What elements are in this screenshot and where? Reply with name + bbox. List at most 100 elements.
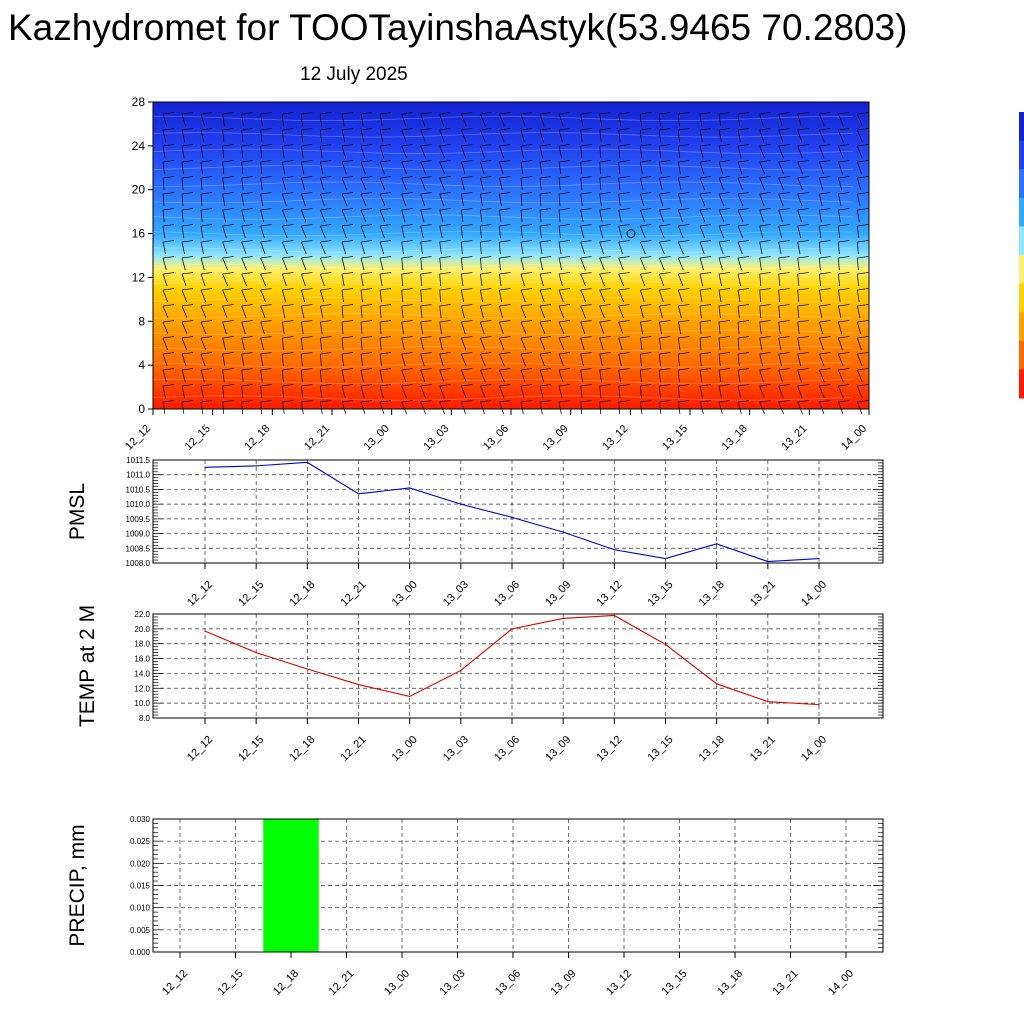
wind-barb — [580, 321, 586, 335]
x-tick-label: 13_18 — [697, 734, 727, 764]
wind-barb — [520, 241, 524, 255]
wind-barb-flag — [360, 368, 373, 371]
wind-barb — [520, 321, 527, 335]
wind-barb — [379, 305, 382, 319]
wind-barb — [618, 289, 625, 303]
wind-barb — [360, 337, 363, 351]
wind-barb-flag — [439, 384, 451, 387]
wind-barb — [241, 225, 246, 239]
x-tick-label: 13_18 — [715, 968, 745, 998]
temp-frame — [152, 613, 884, 719]
wind-barb-flag — [301, 336, 313, 339]
wind-barb — [658, 129, 661, 143]
wind-barb-flag — [778, 384, 790, 387]
wind-barb — [677, 337, 681, 351]
wind-barb-flag — [341, 304, 354, 307]
wind-barb-flag — [618, 112, 630, 115]
wind-barb-flag — [737, 304, 750, 307]
x-tick-label: 13_21 — [779, 423, 809, 453]
wind-barb-flag — [401, 384, 413, 387]
x-tick-label: 13_09 — [543, 579, 573, 609]
wind-barb-flag — [401, 224, 413, 227]
wind-barb-flag — [797, 272, 809, 275]
wind-barb — [658, 273, 665, 287]
wind-barb — [718, 321, 721, 335]
y-tick-label: 16.0 — [134, 655, 150, 664]
y-tick-label: 0.030 — [130, 815, 151, 824]
wind-barb-flag — [241, 384, 253, 387]
wind-barb — [759, 369, 764, 383]
wind-barb-flag — [200, 112, 213, 115]
wind-barb-flag — [838, 400, 850, 403]
wind-barb — [856, 177, 862, 191]
wind-barb — [222, 113, 225, 127]
wind-barb — [797, 369, 802, 383]
wind-barb — [618, 145, 621, 159]
wind-barb — [479, 321, 485, 335]
wind-barb — [520, 177, 523, 191]
wind-barb-flag — [200, 240, 213, 243]
wind-barb — [599, 385, 602, 399]
wind-barb-flag — [819, 144, 831, 147]
wind-barb-flag — [759, 272, 771, 275]
wind-barb-flag — [580, 112, 592, 115]
wind-barb — [420, 177, 426, 191]
wind-barb — [401, 145, 407, 159]
wind-barb — [460, 321, 466, 335]
wind-barb-flag — [260, 320, 272, 323]
contour-line — [152, 280, 854, 286]
wind-barb — [498, 289, 503, 303]
wind-barb-flag — [737, 176, 750, 179]
wind-barb-flag — [480, 320, 492, 323]
contour-line — [152, 148, 854, 154]
wind-barb-flag — [759, 176, 771, 179]
wind-barb — [401, 369, 407, 383]
wind-barb-flag — [241, 352, 253, 355]
wind-barb — [341, 225, 347, 239]
wind-barb — [360, 225, 366, 239]
wind-barb — [778, 289, 781, 303]
wind-barb-flag — [778, 192, 790, 195]
wind-barb-flag — [599, 368, 611, 371]
wind-barb — [222, 305, 228, 319]
wind-barb — [360, 369, 364, 383]
wind-barb — [162, 241, 166, 255]
wind-barb-flag — [580, 208, 592, 211]
wind-barb-flag — [162, 352, 175, 355]
wind-barb-flag — [797, 144, 809, 147]
wind-barb-flag — [241, 320, 253, 323]
wind-barb-flag — [520, 112, 533, 115]
wind-barb — [181, 385, 185, 399]
temp-point — [562, 617, 564, 620]
wind-barb-flag — [320, 288, 332, 291]
wind-barb — [539, 273, 544, 287]
wind-barb — [818, 241, 821, 255]
wind-barb — [580, 353, 584, 367]
wind-barb-flag — [797, 304, 809, 307]
wind-barb — [759, 273, 762, 287]
wind-barb — [222, 193, 226, 207]
wind-barb-flag — [520, 256, 533, 259]
y-tick-label: 1010.5 — [126, 485, 151, 494]
wind-barb — [539, 337, 546, 351]
wind-barb-flag — [341, 176, 354, 179]
wind-barb — [737, 241, 743, 255]
wind-barb-flag — [499, 160, 511, 163]
wind-barb — [479, 289, 484, 303]
x-tick-label: 13_09 — [541, 423, 571, 453]
wind-barb — [460, 385, 467, 399]
wind-barb — [539, 369, 545, 383]
wind-barb-flag — [759, 256, 771, 259]
x-tick-label: 13_00 — [390, 734, 420, 764]
wind-barb — [797, 273, 800, 287]
wind-barb-flag — [539, 112, 552, 115]
wind-barb — [241, 177, 244, 191]
wind-barb — [460, 401, 466, 415]
wind-barb-flag — [379, 336, 392, 339]
wind-barb — [498, 177, 503, 191]
wind-barb-flag — [260, 272, 272, 275]
x-tick-label: 13_03 — [441, 734, 471, 764]
wind-barb — [300, 321, 304, 335]
wind-barb — [379, 401, 385, 415]
wind-barb — [241, 353, 245, 367]
